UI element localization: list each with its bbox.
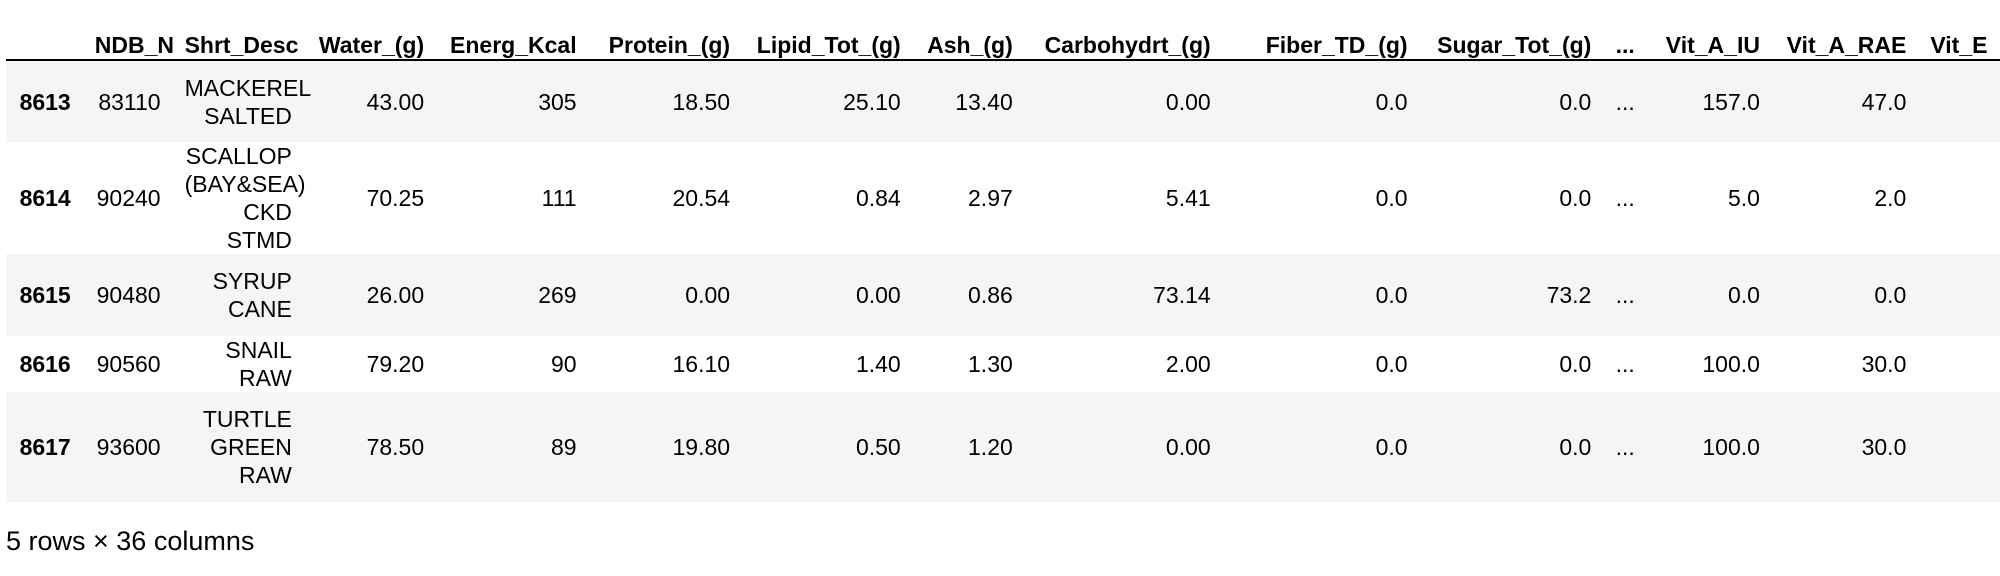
table-cell: 78.50 (366, 434, 425, 460)
table-cell: 20.54 (672, 185, 731, 211)
table-cell: 2.97 (968, 185, 1013, 211)
table-cell: 111 (541, 185, 577, 211)
table-cell: 90 (551, 351, 577, 377)
table-cell: 89 (551, 434, 577, 460)
table-cell: 0.0 (1375, 351, 1408, 377)
table-cell (1918, 60, 2000, 142)
table-cell: 0.0 (1559, 88, 1592, 115)
table-cell: 2.00 (1165, 351, 1211, 377)
table-cell (1918, 392, 2000, 502)
table-row: 8614 90240 SCALLOP (BAY&SEA) CKD STMD 70… (6, 142, 2000, 254)
table-cell (1918, 142, 2000, 254)
table-cell: 0.0 (1874, 282, 1907, 308)
table-cell: 73.14 (1153, 282, 1211, 308)
table-cell: 13.40 (955, 88, 1013, 115)
header-row: NDB_No Shrt_Desc Water_(g) Energ_Kcal Pr… (6, 0, 2000, 61)
column-header-ash: Ash_(g) (912, 0, 1025, 61)
table-cell: 5.41 (1165, 185, 1211, 211)
table-cell (1918, 254, 2000, 336)
table-cell: 100.0 (1702, 434, 1760, 460)
table-row: 8616 90560 SNAIL RAW 79.20 90 16.10 1.40… (6, 336, 2000, 392)
table-cell: SCALLOP (BAY&SEA) CKD STMD (184, 143, 306, 253)
table-cell: 0.0 (1559, 434, 1592, 460)
table-cell: SNAIL RAW (225, 337, 292, 391)
table-cell: 0.00 (685, 282, 731, 308)
table-cell: 0.84 (855, 185, 901, 211)
column-header-lipid-tot: Lipid_Tot_(g) (742, 0, 913, 61)
dataframe-table: NDB_No Shrt_Desc Water_(g) Energ_Kcal Pr… (6, 0, 2000, 502)
table-cell: ... (1615, 185, 1635, 211)
column-header-fiber-td: Fiber_TD_(g) (1222, 0, 1420, 61)
table-cell: ... (1615, 434, 1635, 460)
column-header-ndb-no: NDB_No (82, 0, 173, 61)
table-cell: 0.00 (1165, 88, 1211, 115)
column-header-vit-a-iu: Vit_A_IU (1646, 0, 1772, 61)
row-index: 8614 (19, 185, 71, 211)
column-header-vit-a-rae: Vit_A_RAE (1771, 0, 1919, 61)
column-header-carbohydrt: Carbohydrt_(g) (1024, 0, 1223, 61)
table-cell: 2.0 (1874, 185, 1907, 211)
column-header-shrt-desc: Shrt_Desc (172, 0, 304, 61)
notebook-output-area: NDB_No Shrt_Desc Water_(g) Energ_Kcal Pr… (6, 0, 2000, 576)
column-header-ellipsis: ... (1603, 0, 1647, 61)
table-cell: 25.10 (843, 88, 901, 115)
table-cell: ... (1615, 282, 1635, 308)
table-cell: 269 (538, 282, 577, 308)
table-cell: 0.0 (1727, 282, 1760, 308)
table-cell: 1.20 (968, 434, 1013, 460)
table-cell: 93600 (96, 434, 161, 460)
table-row: 8615 90480 SYRUP CANE 26.00 269 0.00 0.0… (6, 254, 2000, 336)
table-cell: 1.40 (855, 351, 901, 377)
table-cell: 0.0 (1375, 282, 1408, 308)
table-cell: 90560 (96, 351, 161, 377)
table-cell: 100.0 (1702, 351, 1760, 377)
table-cell: 0.0 (1559, 185, 1592, 211)
dataframe-shape-text: 5 rows × 36 columns (6, 526, 255, 556)
row-index: 8616 (19, 351, 71, 377)
table-cell: 90240 (96, 185, 161, 211)
table-cell: 1.30 (968, 351, 1013, 377)
table-cell: 5.0 (1727, 185, 1760, 211)
table-cell: 305 (538, 88, 577, 115)
table-cell: 73.2 (1546, 282, 1592, 308)
table-cell: MACKEREL SALTED (184, 74, 312, 129)
table-cell: 43.00 (366, 88, 425, 115)
row-index: 8615 (19, 282, 71, 308)
column-header-protein: Protein_(g) (588, 0, 743, 61)
column-header-vit-e: Vit_E (1918, 0, 2000, 61)
table-cell: 157.0 (1702, 88, 1760, 115)
table-cell: 0.0 (1375, 185, 1408, 211)
table-cell: TURTLE GREEN RAW (202, 406, 292, 488)
table-cell: 0.0 (1375, 434, 1408, 460)
table-cell: 0.50 (855, 434, 901, 460)
column-header-water: Water_(g) (303, 0, 437, 61)
column-header-sugar-tot: Sugar_Tot_(g) (1419, 0, 1604, 61)
table-cell: 79.20 (366, 351, 425, 377)
table-cell: ... (1615, 88, 1635, 115)
table-cell: 18.50 (672, 88, 731, 115)
table-cell: 26.00 (366, 282, 425, 308)
table-cell: 16.10 (672, 351, 731, 377)
table-cell: 70.25 (366, 185, 425, 211)
table-cell: 0.0 (1375, 88, 1408, 115)
table-row: 8613 83110 MACKEREL SALTED 43.00 305 18.… (6, 60, 2000, 142)
table-row: 8617 93600 TURTLE GREEN RAW 78.50 89 19.… (6, 392, 2000, 502)
index-header (6, 0, 83, 61)
table-cell: 0.86 (968, 282, 1013, 308)
row-index: 8617 (19, 434, 71, 460)
table-cell: 30.0 (1861, 351, 1907, 377)
table-cell: 83110 (98, 88, 161, 115)
table-cell: 90480 (96, 282, 161, 308)
column-header-energ-kcal: Energ_Kcal (436, 0, 589, 61)
table-cell (1918, 336, 2000, 392)
table-cell: ... (1615, 351, 1635, 377)
table-cell: 0.00 (855, 282, 901, 308)
table-cell: 47.0 (1861, 88, 1907, 115)
table-cell: 0.0 (1559, 351, 1592, 377)
table-cell: 30.0 (1861, 434, 1907, 460)
row-index: 8613 (19, 88, 71, 115)
table-cell: 0.00 (1165, 434, 1211, 460)
table-cell: 19.80 (672, 434, 731, 460)
table-cell: SYRUP CANE (212, 268, 292, 322)
